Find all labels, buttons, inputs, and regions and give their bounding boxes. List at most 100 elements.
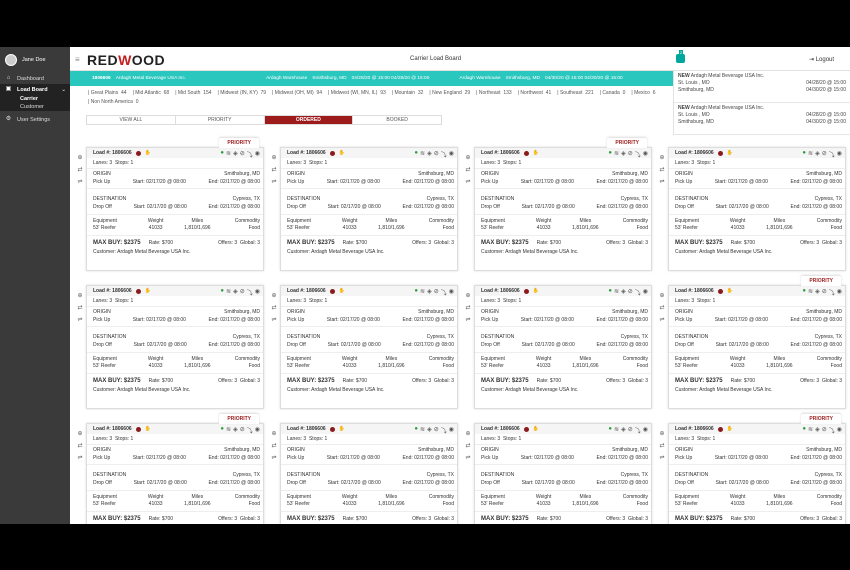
lock-icon[interactable]: ⊕ — [271, 155, 277, 161]
shield-icon[interactable]: ◈ — [621, 289, 626, 295]
shield-icon[interactable]: ◈ — [427, 151, 432, 157]
region-filter[interactable]: | Mid Atlantic 68 — [132, 90, 170, 96]
load-card[interactable]: ⊕ ⇄ ⇌ Load #: 1806606 ✋ ● ≋ ◈ ⊘ ⤵ ◉ Lane… — [271, 285, 458, 409]
truck-icon[interactable]: ⇌ — [271, 179, 277, 185]
truck-icon[interactable]: ⇌ — [77, 179, 83, 185]
shield-icon[interactable]: ◈ — [815, 289, 820, 295]
stack-icon[interactable]: ≋ — [226, 289, 232, 295]
region-filter[interactable]: | Southeast 221 — [557, 90, 594, 96]
eye-icon[interactable]: ◉ — [448, 427, 454, 433]
stack-icon[interactable]: ≋ — [420, 289, 426, 295]
lock-icon[interactable]: ⊕ — [271, 293, 277, 299]
load-card[interactable]: ⊕ ⇄ ⇌ Load #: 1806606 ✋ ● ≋ ◈ ⊘ ⤵ ◉ Lane… — [465, 423, 652, 524]
shield-icon[interactable]: ◈ — [233, 427, 238, 433]
hide-icon[interactable]: ⊘ — [627, 289, 633, 295]
load-card[interactable]: ⊕ ⇄ ⇌ Load #: 1806606 ✋ ● ≋ ◈ ⊘ ⤵ ◉ Lane… — [77, 138, 264, 271]
sidebar-item-dashboard[interactable]: ⌂ Dashboard — [0, 73, 70, 84]
shield-icon[interactable]: ◈ — [621, 427, 626, 433]
eye-icon[interactable]: ◉ — [836, 289, 842, 295]
truck-icon[interactable]: ⇌ — [77, 455, 83, 461]
stack-icon[interactable]: ≋ — [614, 151, 620, 157]
hide-icon[interactable]: ⊘ — [627, 151, 633, 157]
stack-icon[interactable]: ≋ — [614, 427, 620, 433]
truck-icon[interactable]: ⇌ — [465, 179, 471, 185]
lock-icon[interactable]: ⊕ — [77, 293, 83, 299]
region-filter[interactable]: | Mid South 154 — [175, 90, 212, 96]
lock-icon[interactable]: ⊕ — [465, 293, 471, 299]
shield-icon[interactable]: ◈ — [233, 151, 238, 157]
trend-icon[interactable]: ⤵ — [828, 429, 835, 435]
sidebar-subitem-carrier[interactable]: Carrier — [0, 95, 70, 103]
swap-icon[interactable]: ⇄ — [659, 167, 665, 173]
swap-icon[interactable]: ⇄ — [77, 443, 83, 449]
user-icon[interactable]: ● — [414, 288, 419, 294]
ticker-load[interactable]: 1806606 — [92, 76, 111, 81]
load-card[interactable]: ⊕ ⇄ ⇌ Load #: 1806606 ✋ ● ≋ ◈ ⊘ ⤵ ◉ Lane… — [465, 285, 652, 409]
user-icon[interactable]: ● — [220, 288, 225, 294]
sidebar-item-user-settings[interactable]: ⚙ User Settings — [0, 114, 70, 125]
load-card[interactable]: ⊕ ⇄ ⇌ Load #: 1806606 ✋ ● ≋ ◈ ⊘ ⤵ ◉ Lane… — [659, 414, 846, 524]
shield-icon[interactable]: ◈ — [815, 151, 820, 157]
eye-icon[interactable]: ◉ — [642, 151, 648, 157]
eye-icon[interactable]: ◉ — [448, 151, 454, 157]
trend-icon[interactable]: ⤵ — [634, 291, 641, 297]
tab-priority[interactable]: PRIORITY — [175, 116, 265, 124]
eye-icon[interactable]: ◉ — [448, 289, 454, 295]
tab-ordered[interactable]: ORDERED — [264, 116, 354, 124]
load-card[interactable]: ⊕ ⇄ ⇌ Load #: 1806606 ✋ ● ≋ ◈ ⊘ ⤵ ◉ Lane… — [77, 285, 264, 409]
user-icon[interactable]: ● — [414, 426, 419, 432]
menu-icon[interactable]: ≡ — [75, 55, 80, 64]
truck-icon[interactable]: ⇌ — [659, 179, 665, 185]
lock-icon[interactable]: ⊕ — [659, 293, 665, 299]
notification-icon[interactable] — [676, 54, 685, 63]
region-filter[interactable]: | Non North America 0 — [88, 99, 139, 105]
load-card[interactable]: ⊕ ⇄ ⇌ Load #: 1806606 ✋ ● ≋ ◈ ⊘ ⤵ ◉ Lane… — [271, 423, 458, 524]
eye-icon[interactable]: ◉ — [642, 289, 648, 295]
swap-icon[interactable]: ⇄ — [465, 305, 471, 311]
user-icon[interactable]: ● — [802, 288, 807, 294]
truck-icon[interactable]: ⇌ — [465, 317, 471, 323]
user-icon[interactable]: ● — [414, 150, 419, 156]
feed-item[interactable]: NEW Ardagh Metal Beverage USA Inc. St. L… — [674, 103, 850, 135]
user-icon[interactable]: ● — [802, 426, 807, 432]
feed-item[interactable]: NEW Ardagh Metal Beverage USA Inc. St. L… — [674, 71, 850, 103]
region-filter[interactable]: | Northwest 41 — [517, 90, 552, 96]
region-filter[interactable]: | Mountain 32 — [391, 90, 424, 96]
hide-icon[interactable]: ⊘ — [821, 427, 827, 433]
truck-icon[interactable]: ⇌ — [271, 317, 277, 323]
region-filter[interactable]: | Midwest (OH, MI) 94 — [272, 90, 323, 96]
region-filter[interactable]: | Midwest (IN, KY) 79 — [217, 90, 267, 96]
user-profile[interactable]: Jane Doe — [0, 47, 70, 73]
load-card[interactable]: ⊕ ⇄ ⇌ Load #: 1806606 ✋ ● ≋ ◈ ⊘ ⤵ ◉ Lane… — [465, 138, 652, 271]
stack-icon[interactable]: ≋ — [226, 427, 232, 433]
tab-booked[interactable]: BOOKED — [353, 116, 441, 124]
lock-icon[interactable]: ⊕ — [77, 431, 83, 437]
lock-icon[interactable]: ⊕ — [465, 431, 471, 437]
region-filter[interactable]: | Midwest (WI, MN, IL) 93 — [328, 90, 386, 96]
user-icon[interactable]: ● — [608, 426, 613, 432]
eye-icon[interactable]: ◉ — [254, 289, 260, 295]
hide-icon[interactable]: ⊘ — [627, 427, 633, 433]
truck-icon[interactable]: ⇌ — [271, 455, 277, 461]
eye-icon[interactable]: ◉ — [836, 151, 842, 157]
trend-icon[interactable]: ⤵ — [440, 429, 447, 435]
region-filter[interactable]: | Great Plains 44 — [88, 90, 127, 96]
shield-icon[interactable]: ◈ — [427, 289, 432, 295]
stack-icon[interactable]: ≋ — [420, 427, 426, 433]
region-filter[interactable]: | Canada 0 — [599, 90, 626, 96]
swap-icon[interactable]: ⇄ — [271, 305, 277, 311]
trend-icon[interactable]: ⤵ — [440, 291, 447, 297]
truck-icon[interactable]: ⇌ — [77, 317, 83, 323]
swap-icon[interactable]: ⇄ — [465, 443, 471, 449]
load-card[interactable]: ⊕ ⇄ ⇌ Load #: 1806606 ✋ ● ≋ ◈ ⊘ ⤵ ◉ Lane… — [77, 414, 264, 524]
region-filter[interactable]: | Northeast 133 — [476, 90, 512, 96]
region-filter[interactable]: | Mexico 6 — [631, 90, 656, 96]
swap-icon[interactable]: ⇄ — [77, 167, 83, 173]
shield-icon[interactable]: ◈ — [815, 427, 820, 433]
swap-icon[interactable]: ⇄ — [659, 443, 665, 449]
hide-icon[interactable]: ⊘ — [433, 427, 439, 433]
region-filter[interactable]: | New England 29 — [429, 90, 471, 96]
lock-icon[interactable]: ⊕ — [659, 431, 665, 437]
sidebar-subitem-customer[interactable]: Customer — [0, 103, 70, 111]
truck-icon[interactable]: ⇌ — [659, 317, 665, 323]
